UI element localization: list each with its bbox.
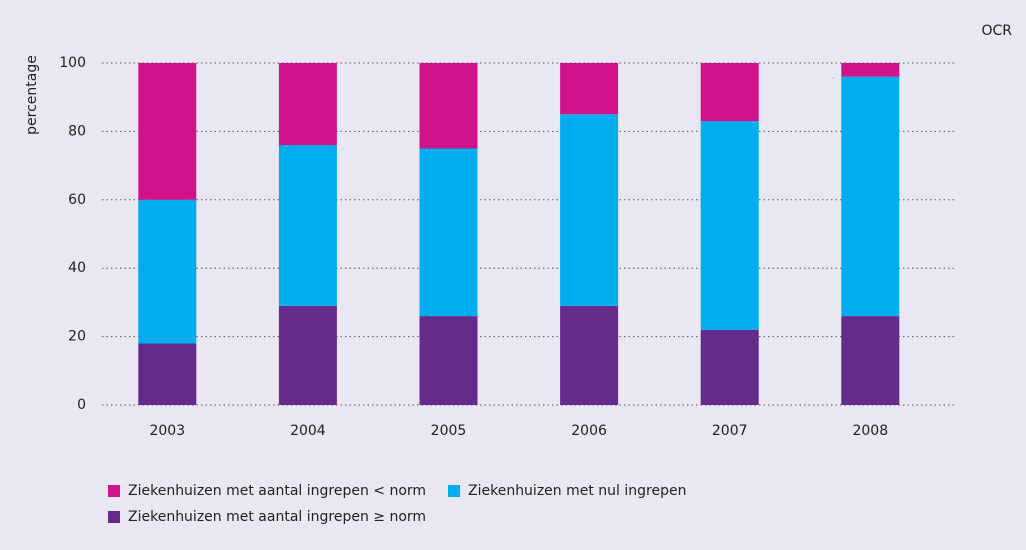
- x-tick-label: 2003: [149, 423, 185, 439]
- y-tick-label: 80: [68, 123, 86, 139]
- bar-segment: [841, 76, 900, 317]
- bar-segment: [138, 343, 197, 405]
- x-tick-label: 2005: [431, 423, 467, 439]
- bar-segment: [419, 63, 478, 149]
- x-tick-label: 2006: [571, 423, 607, 439]
- legend-label: Ziekenhuizen met aantal ingrepen ≥ norm: [128, 509, 426, 525]
- y-tick-label: 100: [59, 55, 86, 71]
- y-tick-label: 0: [77, 397, 86, 413]
- bar-segment: [278, 305, 337, 405]
- bar-segment: [278, 145, 337, 306]
- bar-segment: [841, 63, 900, 77]
- bar-segment: [138, 63, 197, 200]
- y-tick-label: 20: [68, 329, 86, 345]
- bar-segment: [419, 316, 478, 405]
- bar-segment: [560, 114, 619, 306]
- y-tick-label: 40: [68, 260, 86, 276]
- x-tick-label: 2007: [712, 423, 748, 439]
- x-tick-label: 2004: [290, 423, 326, 439]
- legend-swatch: [448, 485, 460, 497]
- bar-segment: [419, 148, 478, 317]
- source-label: OCR: [981, 23, 1012, 39]
- legend-label: Ziekenhuizen met aantal ingrepen < norm: [128, 483, 426, 499]
- legend-swatch: [108, 511, 120, 523]
- bar-segment: [700, 121, 759, 330]
- y-axis-label: percentage: [24, 55, 40, 135]
- bar-segment: [138, 199, 197, 344]
- bar-segment: [560, 63, 619, 115]
- legend-label: Ziekenhuizen met nul ingrepen: [468, 483, 686, 499]
- bar-segment: [700, 63, 759, 122]
- bar-segment: [841, 316, 900, 405]
- y-tick-label: 60: [68, 192, 86, 208]
- legend-swatch: [108, 485, 120, 497]
- x-tick-label: 2008: [852, 423, 888, 439]
- bar-segment: [700, 329, 759, 405]
- bar-segment: [278, 63, 337, 146]
- bar-segment: [560, 305, 619, 405]
